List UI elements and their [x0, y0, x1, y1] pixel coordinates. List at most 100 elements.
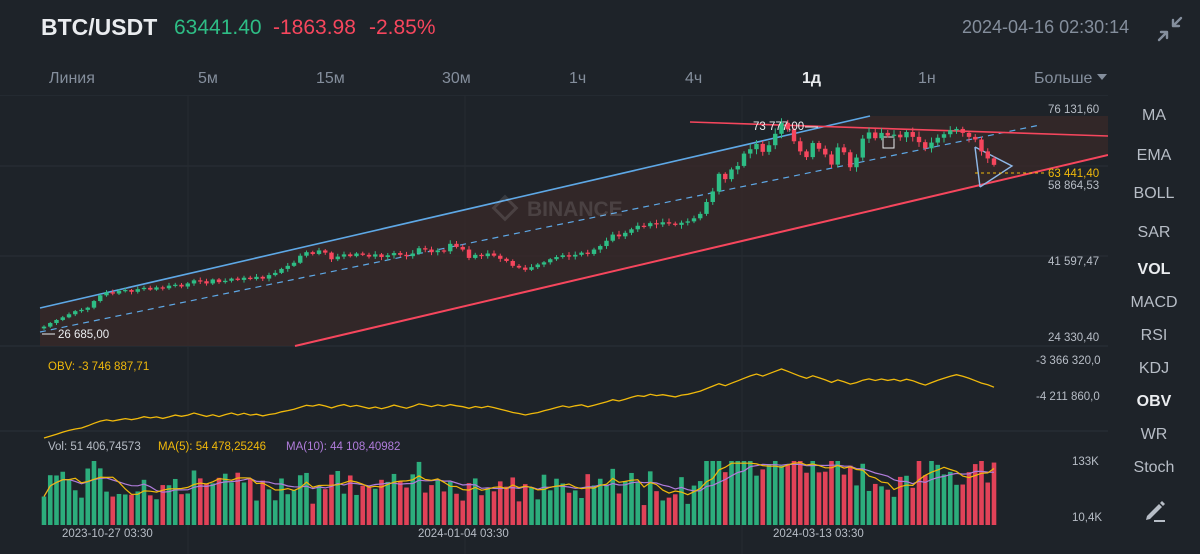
indicator-vol[interactable]: VOL	[1137, 261, 1171, 278]
caret-down-icon	[1097, 74, 1108, 80]
candle-body	[991, 158, 997, 165]
indicator-stoch[interactable]: Stoch	[1133, 459, 1175, 476]
volume-bar	[447, 481, 453, 525]
volume-bar	[47, 475, 53, 525]
volume-bar	[416, 461, 422, 525]
candle-body	[823, 148, 828, 155]
indicator-ma[interactable]: MA	[1142, 107, 1166, 124]
candle-body	[760, 143, 765, 152]
volume-bar	[604, 484, 609, 525]
tab-5m[interactable]: 5м	[198, 70, 218, 87]
indicator-wr[interactable]: WR	[1140, 426, 1168, 443]
volume-bar	[241, 482, 247, 525]
volume-bar	[410, 474, 416, 525]
volume-bar	[354, 494, 359, 525]
volume-bar	[547, 490, 553, 525]
indicator-sar[interactable]: SAR	[1137, 224, 1171, 241]
candle-body	[785, 122, 790, 130]
volume-bar	[535, 499, 541, 525]
volume-bar	[222, 473, 228, 525]
indicator-boll[interactable]: BOLL	[1133, 185, 1175, 202]
candle-body	[491, 253, 497, 256]
volume-bar	[85, 468, 91, 525]
triangle-pattern-side	[974, 146, 981, 188]
volume-bar	[204, 483, 209, 525]
edit-pencil-icon[interactable]	[1141, 496, 1169, 524]
volume-bar	[960, 484, 966, 525]
candle-body	[873, 132, 878, 139]
candle-body	[335, 256, 340, 260]
pair-symbol[interactable]: BTC/USDT	[41, 14, 158, 40]
volume-bar	[366, 486, 372, 525]
volume-bar	[522, 484, 528, 525]
indicator-rsi[interactable]: RSI	[1140, 327, 1168, 344]
volume-bar	[835, 461, 841, 525]
volume-bar	[497, 481, 503, 525]
volume-bar	[329, 474, 334, 525]
volume-bar	[791, 461, 797, 525]
volume-bar	[310, 503, 316, 525]
indicator-kdj[interactable]: KDJ	[1138, 360, 1170, 377]
volume-bar	[854, 485, 859, 525]
candle-body	[948, 130, 953, 135]
candle-body	[541, 262, 547, 265]
candle-body	[135, 289, 140, 292]
candle-body	[529, 267, 534, 270]
tab-1h[interactable]: 1ч	[569, 70, 587, 87]
candle-body	[266, 275, 272, 279]
candle-body	[223, 280, 228, 283]
candle-body	[798, 141, 803, 152]
candle-body	[554, 257, 559, 260]
candle-body	[748, 149, 753, 154]
indicator-obv[interactable]: OBV	[1136, 393, 1172, 410]
volume-bar	[572, 490, 578, 525]
candle-body	[654, 223, 659, 225]
candle-body	[885, 132, 890, 136]
candle-body	[560, 255, 565, 258]
candle-body	[754, 143, 759, 150]
candle-body	[510, 260, 515, 266]
volume-bar	[135, 491, 141, 525]
tab-15m[interactable]: 15м	[316, 70, 345, 87]
current-datetime: 2024-04-16 02:30:14	[962, 17, 1130, 37]
volume-bar	[697, 481, 703, 525]
tab-1d[interactable]: 1д	[802, 70, 822, 87]
candle-body	[829, 154, 834, 165]
volume-bar	[879, 486, 884, 525]
price-tick: 76 131,60	[1048, 104, 1099, 116]
volume-bar	[722, 472, 728, 525]
volume-bar	[104, 491, 109, 525]
tab-4h[interactable]: 4ч	[685, 70, 703, 87]
tab-line[interactable]: Линия	[49, 70, 95, 87]
volume-bar	[866, 490, 872, 525]
tab-30m[interactable]: 30м	[442, 70, 471, 87]
price-change-percent: -2.85%	[369, 16, 436, 39]
volume-bar	[460, 500, 466, 525]
obv-line	[43, 368, 995, 439]
volume-bar	[691, 485, 697, 525]
volume-bar	[372, 488, 378, 525]
candle-body	[166, 285, 172, 289]
volume-bar	[247, 479, 253, 525]
collapse-arrows-icon[interactable]	[1156, 15, 1184, 43]
candle-body	[285, 265, 290, 269]
candle-body	[616, 234, 622, 237]
candle-body	[354, 253, 359, 257]
watermark: BINANCE	[527, 198, 623, 221]
tab-more[interactable]: Больше	[1034, 70, 1108, 88]
indicator-macd[interactable]: MACD	[1130, 294, 1178, 311]
volume-bar	[147, 495, 153, 525]
chart-area[interactable]: BINANCE 63 441,40 73 777,00 26 685,00 76…	[0, 95, 1108, 554]
volume-bar	[235, 472, 241, 525]
volume-bar	[885, 489, 891, 525]
channel-upper-line	[39, 115, 871, 309]
candle-body	[110, 292, 115, 294]
candle-body	[579, 252, 584, 255]
indicator-ema[interactable]: EMA	[1136, 147, 1172, 164]
ma10-legend: MA(10): 44 108,40982	[286, 441, 400, 453]
volume-bar	[285, 494, 291, 525]
candle-body	[848, 152, 853, 168]
volume-series	[41, 461, 997, 525]
tab-1w[interactable]: 1н	[918, 70, 936, 87]
candle-body	[891, 134, 897, 136]
